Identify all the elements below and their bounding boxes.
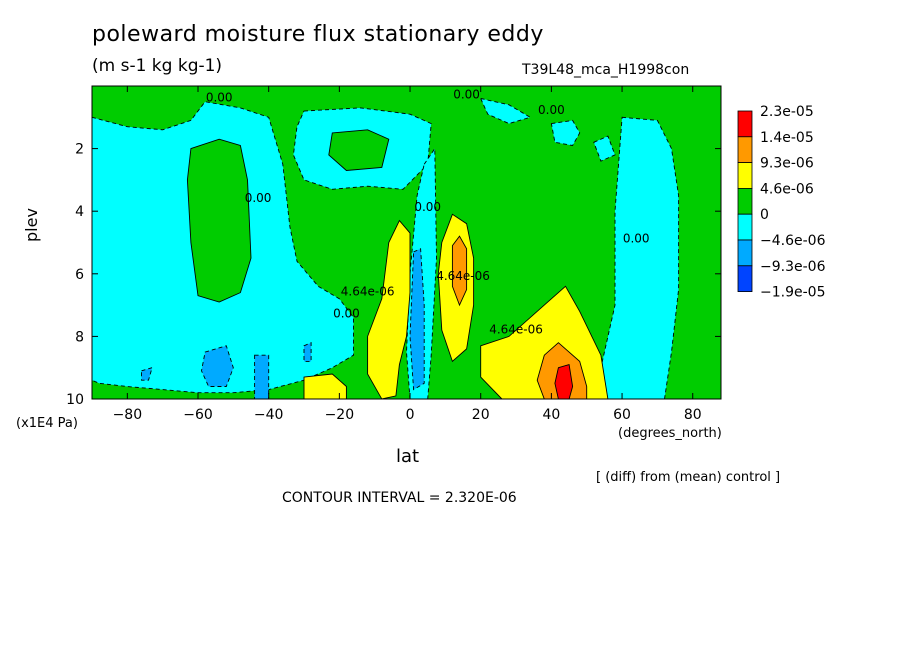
legend-swatch-2: [737, 162, 753, 189]
contour-label-5: 0.00: [623, 232, 650, 246]
region-pos-2-16: [303, 373, 347, 400]
region-pos-3-18: [451, 235, 468, 307]
x-tick-label-7: 60: [613, 407, 631, 423]
filled-regions: [91, 97, 680, 400]
x-tick-label-6: 40: [542, 407, 560, 423]
x-tick-label-2: −40: [254, 407, 284, 423]
contour-label-4: 0.00: [414, 200, 441, 214]
y-axis-ticks: 2 4 6 8 10: [66, 142, 721, 408]
legend-swatch-3: [737, 187, 753, 215]
contour-label-8: 4.64e-06: [489, 322, 543, 336]
legend-swatch-6: [737, 265, 753, 292]
contour-label-1: 0.00: [453, 88, 480, 102]
x-tick-label-4: 0: [406, 407, 415, 423]
y-tick-label-4: 10: [66, 392, 84, 408]
contour-labels: 0.00 0.00 0.00 0.00 0.00 0.00 4.64e-06 4.64e-06…: [206, 88, 650, 337]
legend-label-7: −1.9e-05: [760, 285, 825, 301]
legend-swatch-0: [737, 110, 753, 138]
x-axis-ticks: −80 −60 −40 −20 0 20 40 60 80: [113, 86, 702, 423]
contour-label-0: 0.00: [206, 91, 233, 105]
x-tick-label-5: 20: [472, 407, 490, 423]
x-tick-label-8: 80: [684, 407, 702, 423]
run-name: T39L48_mca_H1998con: [522, 62, 690, 78]
region-pos-4-20: [554, 364, 574, 400]
y-axis-unit: (x1E4 Pa): [16, 416, 78, 431]
legend-swatch-5: [737, 239, 753, 267]
region-positive-1: [186, 138, 252, 303]
chart-units: (m s-1 kg kg-1): [92, 56, 223, 76]
y-tick-label-0: 2: [75, 142, 84, 158]
chart-title: poleward moisture flux stationary eddy: [92, 22, 544, 47]
region-neg-2-10: [254, 354, 270, 400]
region-neg-2-12: [141, 367, 153, 381]
legend-label-2: 9.3e-06: [760, 156, 814, 172]
legend-label-0: 2.3e-05: [760, 104, 814, 120]
region-negative-8: [479, 97, 532, 125]
contour-label-9: 0.00: [333, 307, 360, 321]
region-negative-5: [600, 116, 680, 400]
legend-swatch-4: [737, 213, 753, 241]
x-tick-label-1: −60: [183, 407, 213, 423]
region-pos-2-14: [367, 219, 411, 400]
legend-swatch-1: [737, 136, 753, 164]
region-positive-3: [328, 129, 390, 171]
legend-label-1: 1.4e-05: [760, 130, 814, 146]
x-axis-unit: (degrees_north): [618, 426, 722, 441]
contour-label-6: 4.64e-06: [341, 285, 395, 299]
legend-label-6: −9.3e-06: [760, 259, 826, 275]
x-tick-label-3: −20: [325, 407, 355, 423]
y-tick-label-1: 4: [75, 204, 84, 220]
contour-label-7: 4.64e-06: [436, 269, 490, 283]
x-axis-label: lat: [396, 446, 420, 467]
x-tick-label-0: −80: [113, 407, 143, 423]
diff-note: [ (diff) from (mean) control ]: [596, 470, 781, 485]
region-negative-6: [550, 119, 581, 146]
y-tick-label-2: 6: [75, 267, 84, 283]
legend-label-5: −4.6e-06: [760, 233, 826, 249]
region-neg-2-9: [201, 345, 234, 387]
region-neg-2-13: [303, 342, 312, 362]
region-negative-7: [593, 135, 616, 162]
legend-label-3: 4.6e-06: [760, 181, 814, 197]
y-tick-label-3: 8: [75, 329, 84, 345]
contour-label-2: 0.00: [538, 103, 565, 117]
contour-interval: CONTOUR INTERVAL = 2.320E-06: [282, 490, 517, 506]
region-neg-2-11: [409, 248, 425, 391]
legend-label-4: 0: [760, 207, 769, 223]
plot-frame: [91, 85, 722, 400]
colorbar-legend: 2.3e-05 1.4e-05 9.3e-06 4.6e-06 0 −4.6e-06 −9.…: [737, 104, 826, 301]
contour-label-3: 0.00: [245, 191, 272, 205]
